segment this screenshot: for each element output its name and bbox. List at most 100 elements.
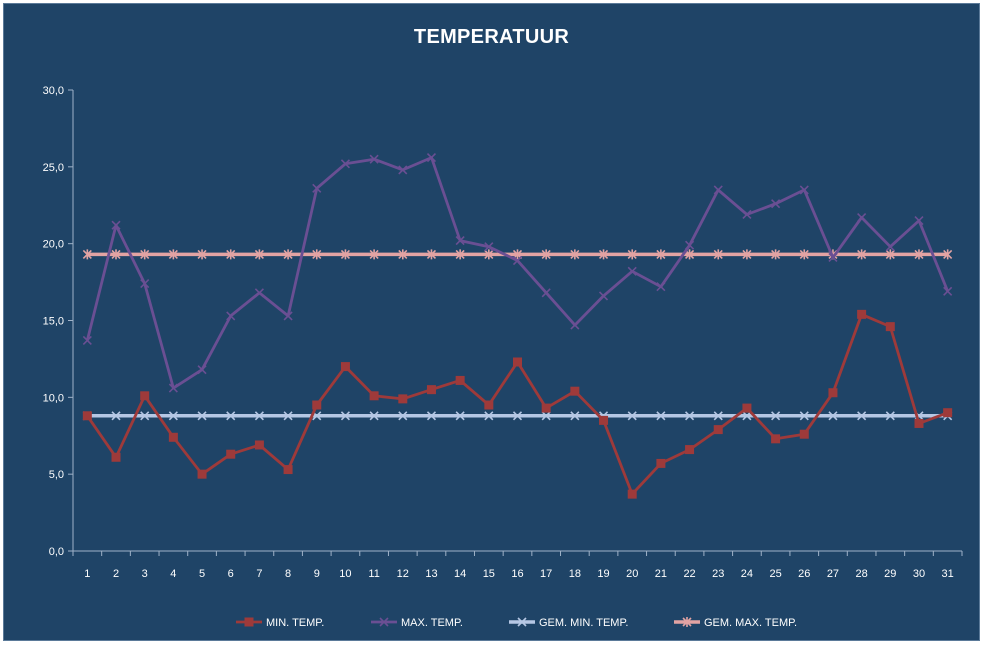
data-point (513, 357, 522, 367)
data-point (541, 403, 551, 413)
data-point (254, 288, 264, 298)
data-point (369, 249, 379, 260)
data-point (656, 458, 666, 468)
x-tick-label: 25 (769, 568, 781, 580)
x-tick-label: 15 (483, 568, 495, 580)
data-point (771, 249, 781, 260)
data-point (226, 411, 236, 421)
data-point (369, 154, 379, 164)
data-point (369, 411, 379, 421)
x-tick-label: 8 (285, 568, 291, 580)
data-point (283, 249, 293, 260)
data-point (398, 394, 408, 404)
legend-marker (682, 617, 692, 627)
data-point (484, 249, 494, 260)
series-2 (82, 153, 953, 393)
data-point (943, 249, 953, 260)
data-point (598, 291, 609, 301)
x-tick-label: 23 (712, 568, 724, 580)
data-point (197, 411, 207, 421)
chart-frame: TEMPERATUUR (3, 3, 980, 641)
y-tick-label: 10,0 (43, 392, 64, 404)
data-point (226, 249, 236, 260)
x-tick-label: 10 (339, 568, 351, 580)
data-point (713, 411, 723, 421)
x-tick-label: 9 (314, 568, 320, 580)
data-point (254, 440, 264, 450)
data-point (455, 411, 465, 421)
data-point (140, 411, 150, 421)
data-point (111, 411, 121, 421)
legend-label: MIN. TEMP. (266, 617, 324, 629)
chart-title: TEMPERATUUR (413, 26, 570, 48)
data-point (627, 411, 637, 421)
x-tick-label: 6 (228, 568, 234, 580)
data-point (340, 362, 350, 372)
data-point (197, 469, 207, 479)
x-tick-label: 19 (597, 568, 609, 580)
data-point (799, 429, 809, 439)
data-point (197, 365, 207, 375)
data-point (885, 322, 895, 332)
data-point (398, 249, 408, 260)
data-point (857, 249, 867, 260)
data-point (312, 400, 322, 410)
x-tick-label: 22 (683, 568, 695, 580)
data-point (512, 411, 523, 421)
legend-entry: MAX. TEMP. (371, 617, 463, 629)
data-point (82, 249, 92, 260)
data-point (484, 400, 494, 410)
data-point (685, 445, 695, 455)
data-point (627, 249, 637, 260)
x-tick-label: 3 (142, 568, 148, 580)
data-point (484, 411, 494, 421)
data-point (168, 432, 178, 442)
data-point (885, 411, 895, 421)
data-point (312, 183, 322, 193)
legend-entry: MIN. TEMP. (236, 617, 324, 629)
data-point (713, 249, 723, 260)
data-point (914, 216, 924, 226)
data-point (684, 249, 695, 260)
data-point (943, 286, 953, 296)
data-point (570, 249, 580, 260)
data-point (828, 411, 838, 421)
data-point (226, 449, 236, 459)
data-point (455, 375, 465, 385)
data-point (914, 249, 924, 260)
data-point (885, 249, 895, 260)
data-point (340, 159, 351, 169)
data-point (168, 383, 178, 393)
data-point (570, 320, 580, 330)
data-point (857, 411, 867, 421)
data-point (857, 309, 867, 319)
x-tick-label: 20 (626, 568, 638, 580)
data-point (713, 425, 723, 435)
legend-entry: GEM. MIN. TEMP. (509, 617, 628, 629)
data-point (943, 408, 953, 418)
x-tick-label: 30 (913, 568, 925, 580)
data-point (168, 249, 178, 260)
x-tick-label: 1 (84, 568, 90, 580)
data-point (656, 249, 666, 260)
x-tick-label: 24 (741, 568, 753, 580)
data-point (82, 335, 92, 346)
legend-label: MAX. TEMP. (401, 617, 463, 629)
data-point (828, 252, 838, 263)
data-point (799, 411, 809, 421)
data-point (484, 242, 494, 252)
data-point (684, 240, 695, 250)
data-point (140, 279, 150, 289)
data-point (656, 411, 666, 421)
y-tick-label: 5,0 (49, 469, 64, 481)
data-point (799, 185, 809, 195)
x-tick-label: 7 (256, 568, 262, 580)
data-point (140, 391, 150, 401)
y-tick-label: 30,0 (43, 85, 64, 97)
data-point (684, 411, 695, 421)
data-point (455, 236, 465, 246)
data-point (570, 386, 580, 396)
series-3 (82, 411, 953, 421)
y-tick-label: 25,0 (43, 162, 64, 174)
data-point (369, 391, 379, 401)
